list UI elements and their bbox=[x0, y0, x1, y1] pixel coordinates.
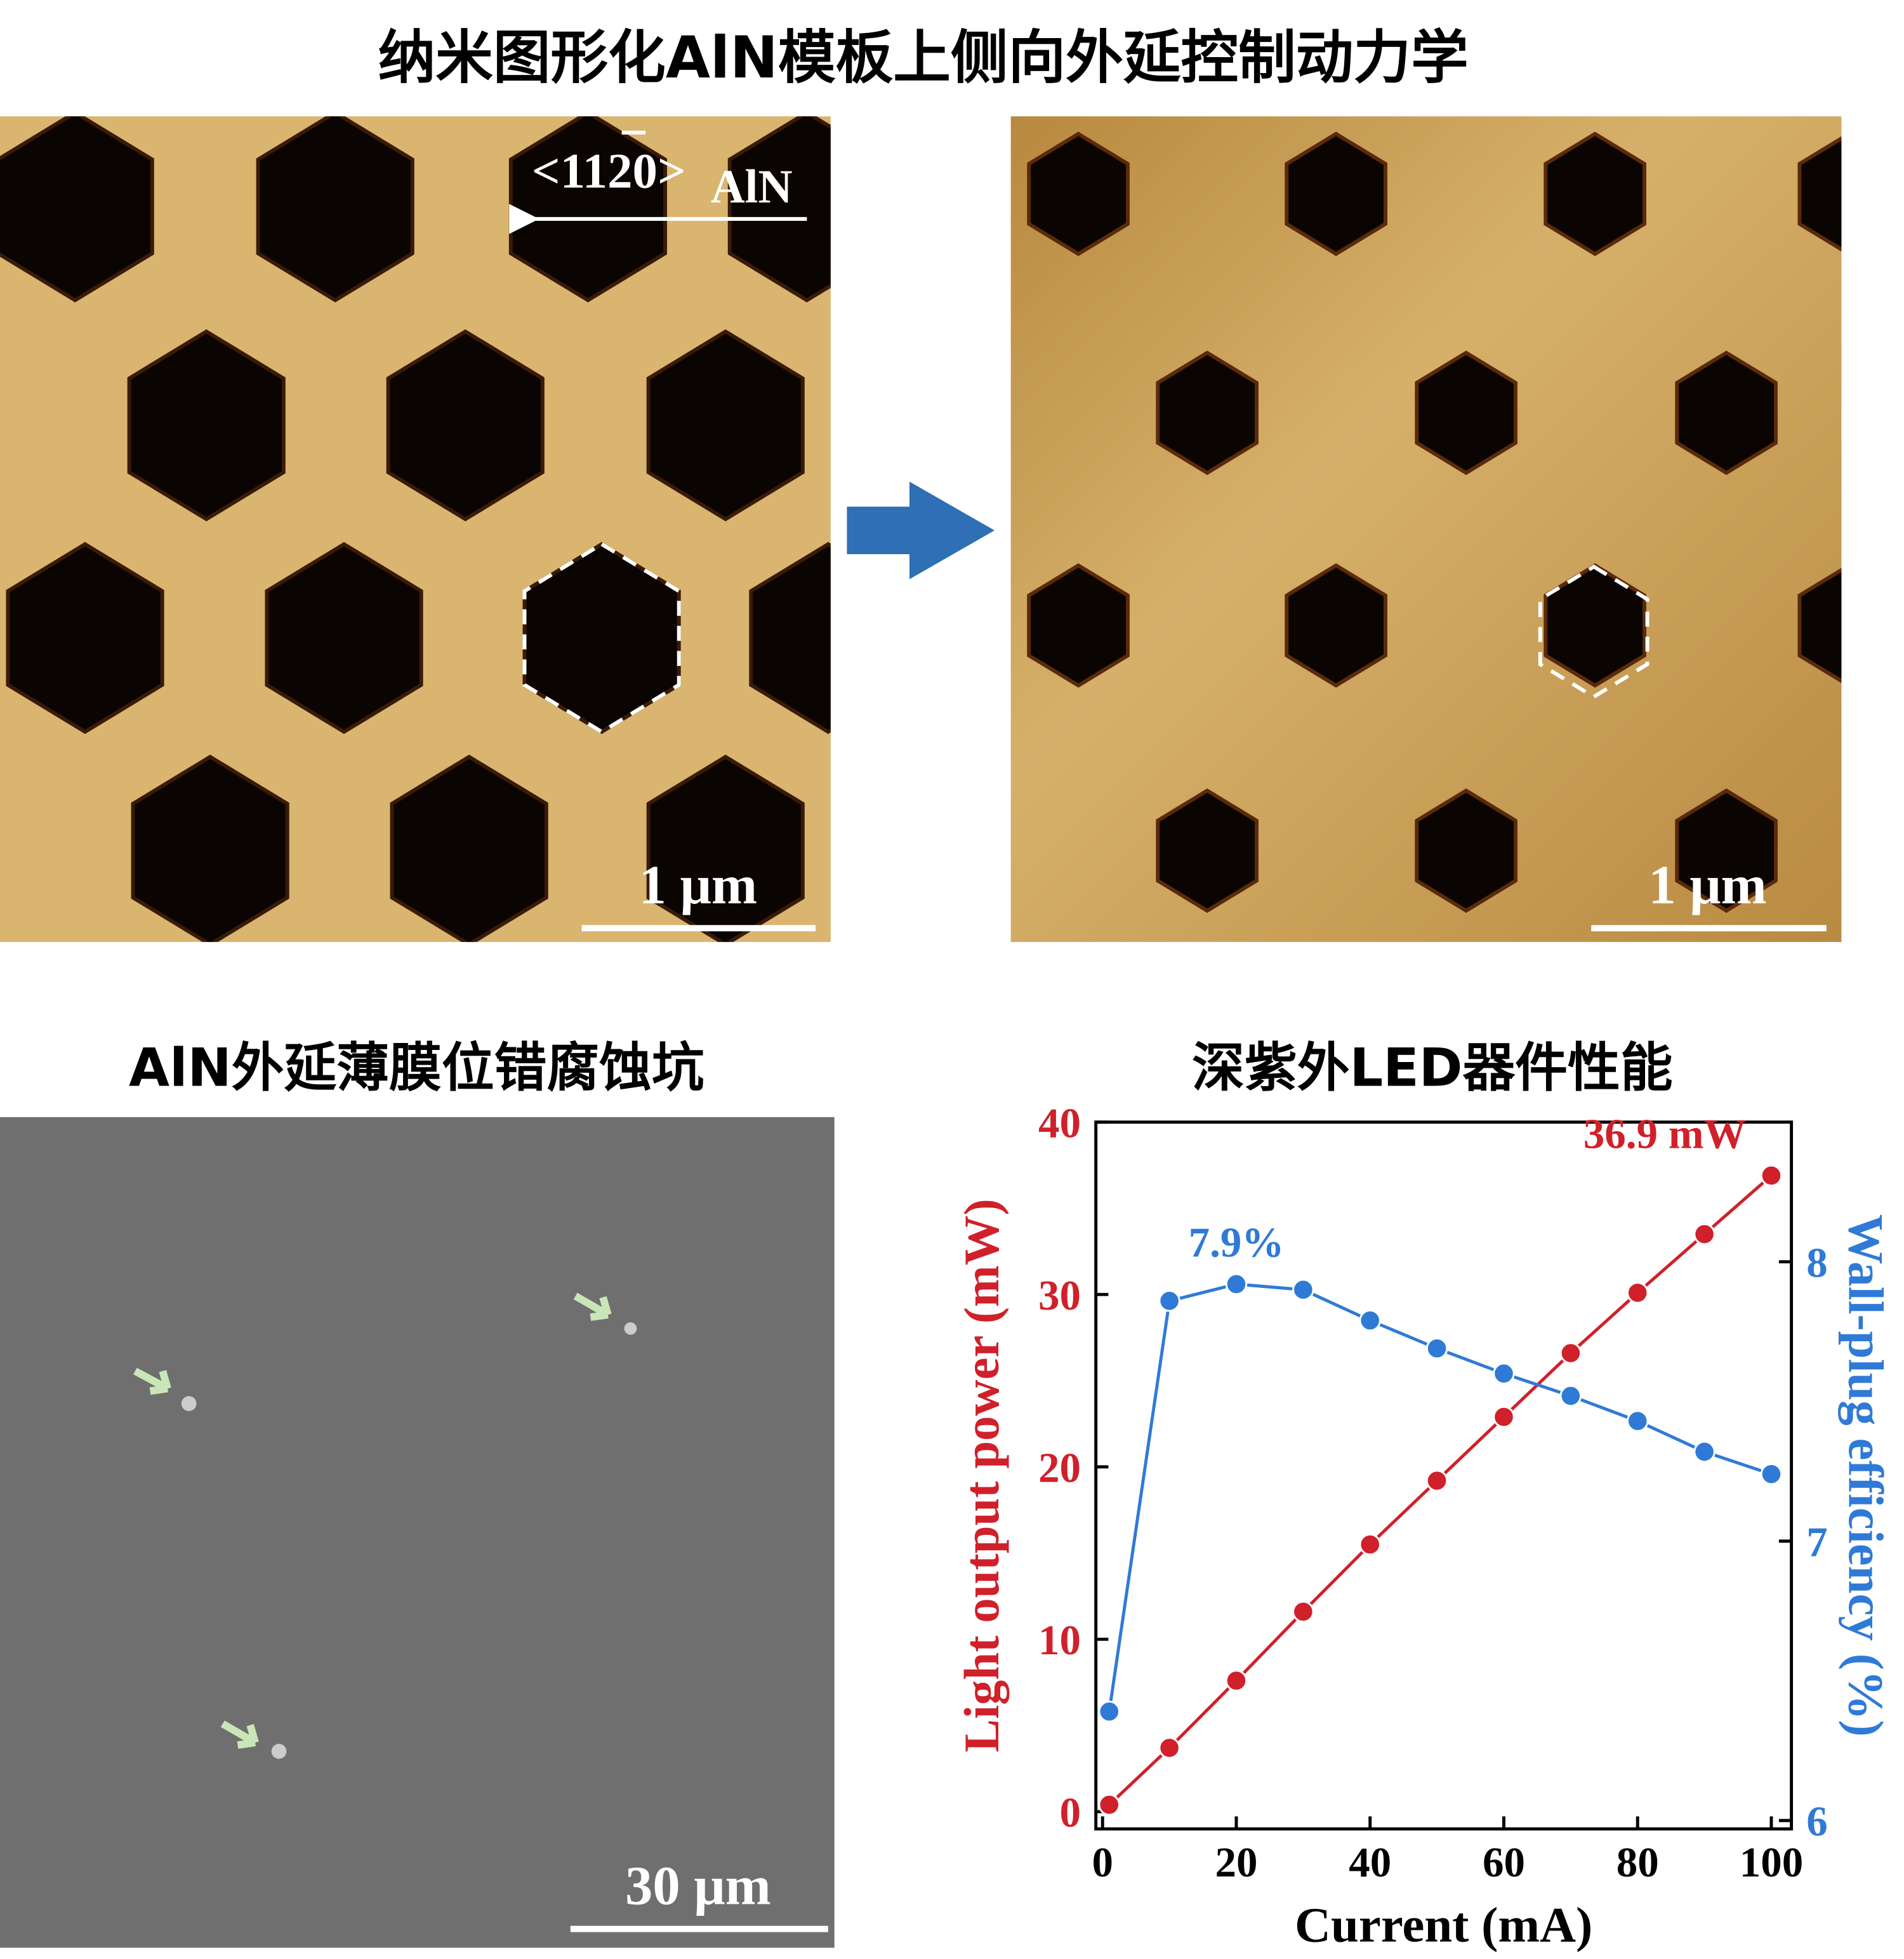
hole bbox=[1156, 350, 1259, 475]
hole bbox=[1027, 563, 1130, 688]
hole bbox=[6, 541, 164, 734]
panel-title: AlN外延薄膜位错腐蚀坑 bbox=[129, 1037, 704, 1099]
scale-bar-label: 1 μm bbox=[639, 854, 757, 915]
y2-tick-label: 8 bbox=[1806, 1239, 1828, 1286]
data-point bbox=[1359, 1533, 1381, 1556]
y2-axis-label: Wall-plug efficiency (%) bbox=[1837, 1214, 1893, 1737]
hole bbox=[646, 754, 805, 942]
data-point bbox=[1158, 1737, 1180, 1759]
x-tick-label: 20 bbox=[1215, 1839, 1257, 1886]
etch-pit bbox=[271, 1744, 287, 1759]
scale-bar-label: 1 μm bbox=[1648, 854, 1766, 915]
data-point bbox=[1292, 1600, 1314, 1623]
arrow bbox=[847, 481, 995, 580]
data-point bbox=[1359, 1309, 1381, 1332]
hole bbox=[508, 116, 667, 303]
hole bbox=[1415, 350, 1517, 475]
pointer-arrow bbox=[133, 1367, 171, 1395]
data-point bbox=[1760, 1463, 1783, 1485]
data-point bbox=[1693, 1440, 1716, 1463]
hole bbox=[646, 329, 805, 522]
x-tick-label: 80 bbox=[1616, 1839, 1659, 1886]
hole bbox=[1675, 350, 1778, 475]
hole bbox=[1797, 136, 1842, 252]
afm-holes bbox=[1027, 131, 1842, 913]
direction-label: <1120> bbox=[532, 144, 686, 199]
hole bbox=[265, 541, 423, 734]
y-tick-label: 20 bbox=[1038, 1444, 1081, 1491]
data-point bbox=[1559, 1385, 1582, 1407]
data-label: 36.9 mW bbox=[1583, 1110, 1747, 1157]
hole bbox=[386, 329, 545, 522]
etch-pit bbox=[181, 1396, 197, 1411]
hole bbox=[1544, 131, 1646, 256]
dashed-hexagon bbox=[522, 541, 681, 734]
x-tick-label: 100 bbox=[1740, 1839, 1804, 1886]
y2-tick-label: 7 bbox=[1806, 1518, 1828, 1565]
pointer-arrow bbox=[573, 1292, 612, 1321]
data-point bbox=[1626, 1282, 1649, 1304]
afm-holes bbox=[0, 116, 831, 942]
y-axis-label: Light output power (mW) bbox=[955, 1199, 1010, 1752]
data-point bbox=[1425, 1470, 1448, 1492]
chart: 0 20 40 60 80 100 0 10 20 30 40 6 7 8 Current (mA) Ligh… bbox=[955, 1099, 1893, 1953]
data-point bbox=[1493, 1405, 1515, 1428]
sem-image bbox=[0, 1117, 835, 1948]
data-point bbox=[1425, 1337, 1448, 1360]
data-point bbox=[1693, 1223, 1716, 1245]
y2-tick-label: 6 bbox=[1806, 1798, 1828, 1845]
y-tick-label: 40 bbox=[1038, 1099, 1081, 1146]
data-point bbox=[1760, 1164, 1783, 1187]
x-tick-label: 40 bbox=[1349, 1839, 1391, 1886]
data-point bbox=[1292, 1278, 1314, 1301]
hole bbox=[1797, 568, 1842, 684]
hole bbox=[727, 116, 831, 303]
hole bbox=[131, 754, 289, 942]
scale-bar-label: 30 μm bbox=[625, 1855, 771, 1916]
hole bbox=[256, 116, 414, 303]
data-point bbox=[1158, 1290, 1180, 1312]
chart-title: 深紫外LED器件性能 bbox=[1192, 1037, 1672, 1099]
x-axis-label: Current (mA) bbox=[1295, 1897, 1592, 1953]
hole bbox=[1027, 131, 1130, 256]
etch-pit bbox=[624, 1322, 637, 1335]
data-point bbox=[1559, 1342, 1582, 1364]
data-point bbox=[1098, 1793, 1120, 1816]
x-tick-label: 60 bbox=[1483, 1839, 1525, 1886]
figure-title: 纳米图形化AlN模板上侧向外延控制动力学 bbox=[378, 25, 1469, 91]
data-point bbox=[1626, 1410, 1649, 1432]
hole bbox=[0, 116, 154, 303]
dashed-hexagon bbox=[1538, 564, 1649, 700]
etch-pits bbox=[133, 1292, 637, 1759]
data-label: 7.9% bbox=[1189, 1219, 1285, 1266]
y-tick-label: 30 bbox=[1038, 1272, 1081, 1319]
hole bbox=[1285, 131, 1387, 256]
hole bbox=[1156, 788, 1259, 913]
data-point bbox=[1098, 1700, 1120, 1723]
direction-subscript: AlN bbox=[711, 161, 793, 213]
data-point bbox=[1493, 1362, 1515, 1385]
data-point bbox=[1225, 1670, 1248, 1692]
hole bbox=[1675, 788, 1778, 913]
hole bbox=[749, 541, 831, 734]
hole bbox=[1415, 788, 1517, 913]
data-point bbox=[1225, 1273, 1248, 1296]
y-tick-label: 10 bbox=[1038, 1617, 1081, 1664]
y-tick-label: 0 bbox=[1060, 1790, 1081, 1836]
hole bbox=[127, 329, 286, 522]
pointer-arrow bbox=[220, 1720, 259, 1749]
hole bbox=[390, 754, 548, 942]
x-tick-label: 0 bbox=[1092, 1839, 1113, 1886]
hole bbox=[1285, 563, 1387, 688]
plot-frame bbox=[1094, 1120, 1794, 1831]
